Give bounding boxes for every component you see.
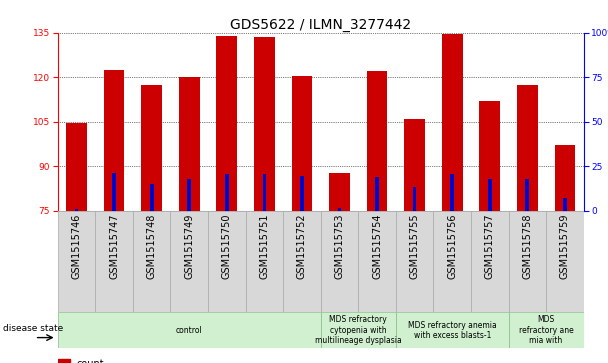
FancyBboxPatch shape — [508, 211, 546, 312]
Text: GSM1515749: GSM1515749 — [184, 213, 194, 279]
Bar — [254, 37, 275, 211]
FancyBboxPatch shape — [58, 312, 321, 348]
Bar — [563, 198, 567, 211]
Text: GSM1515756: GSM1515756 — [447, 213, 457, 279]
Text: control: control — [176, 326, 202, 335]
FancyBboxPatch shape — [95, 211, 133, 312]
FancyBboxPatch shape — [170, 211, 208, 312]
FancyBboxPatch shape — [358, 211, 396, 312]
FancyBboxPatch shape — [396, 211, 434, 312]
Text: count: count — [77, 359, 105, 363]
Bar — [104, 70, 125, 211]
FancyBboxPatch shape — [508, 312, 584, 348]
Text: MDS
refractory ane
mia with: MDS refractory ane mia with — [519, 315, 573, 345]
Text: GSM1515754: GSM1515754 — [372, 213, 382, 279]
Bar — [141, 85, 162, 211]
Text: GSM1515752: GSM1515752 — [297, 213, 307, 279]
Bar — [367, 71, 387, 211]
Bar — [179, 77, 199, 211]
FancyBboxPatch shape — [283, 211, 321, 312]
Bar — [451, 174, 454, 211]
FancyBboxPatch shape — [208, 211, 246, 312]
Bar — [329, 174, 350, 211]
FancyBboxPatch shape — [246, 211, 283, 312]
Bar — [517, 85, 537, 211]
Bar — [66, 123, 87, 211]
Text: MDS refractory anemia
with excess blasts-1: MDS refractory anemia with excess blasts… — [408, 321, 497, 340]
Bar — [225, 174, 229, 211]
Text: GSM1515755: GSM1515755 — [410, 213, 420, 279]
Text: GSM1515759: GSM1515759 — [560, 213, 570, 279]
Text: GSM1515757: GSM1515757 — [485, 213, 495, 279]
Text: GSM1515750: GSM1515750 — [222, 213, 232, 279]
FancyBboxPatch shape — [321, 211, 358, 312]
Bar — [292, 76, 313, 211]
Bar — [525, 179, 529, 211]
Bar — [554, 145, 575, 211]
Bar — [404, 119, 425, 211]
Bar — [216, 36, 237, 211]
Bar — [413, 187, 416, 211]
FancyBboxPatch shape — [58, 211, 95, 312]
Bar — [58, 359, 71, 363]
Text: GSM1515748: GSM1515748 — [147, 213, 157, 279]
Title: GDS5622 / ILMN_3277442: GDS5622 / ILMN_3277442 — [230, 18, 411, 32]
Bar — [480, 101, 500, 211]
Text: GSM1515758: GSM1515758 — [522, 213, 533, 279]
Bar — [187, 179, 191, 211]
Bar — [150, 184, 154, 211]
FancyBboxPatch shape — [434, 211, 471, 312]
Bar — [112, 173, 116, 211]
Text: GSM1515746: GSM1515746 — [72, 213, 81, 279]
Bar — [300, 176, 304, 211]
Bar — [263, 174, 266, 211]
FancyBboxPatch shape — [396, 312, 508, 348]
Bar — [337, 208, 341, 211]
FancyBboxPatch shape — [546, 211, 584, 312]
Text: GSM1515751: GSM1515751 — [260, 213, 269, 279]
Bar — [488, 179, 492, 211]
Text: disease state: disease state — [3, 324, 63, 333]
Bar — [442, 34, 463, 211]
FancyBboxPatch shape — [471, 211, 508, 312]
Bar — [375, 177, 379, 211]
Text: GSM1515747: GSM1515747 — [109, 213, 119, 279]
FancyBboxPatch shape — [133, 211, 170, 312]
Text: MDS refractory
cytopenia with
multilineage dysplasia: MDS refractory cytopenia with multilinea… — [315, 315, 402, 345]
FancyBboxPatch shape — [321, 312, 396, 348]
Text: GSM1515753: GSM1515753 — [334, 213, 345, 279]
Bar — [75, 209, 78, 211]
